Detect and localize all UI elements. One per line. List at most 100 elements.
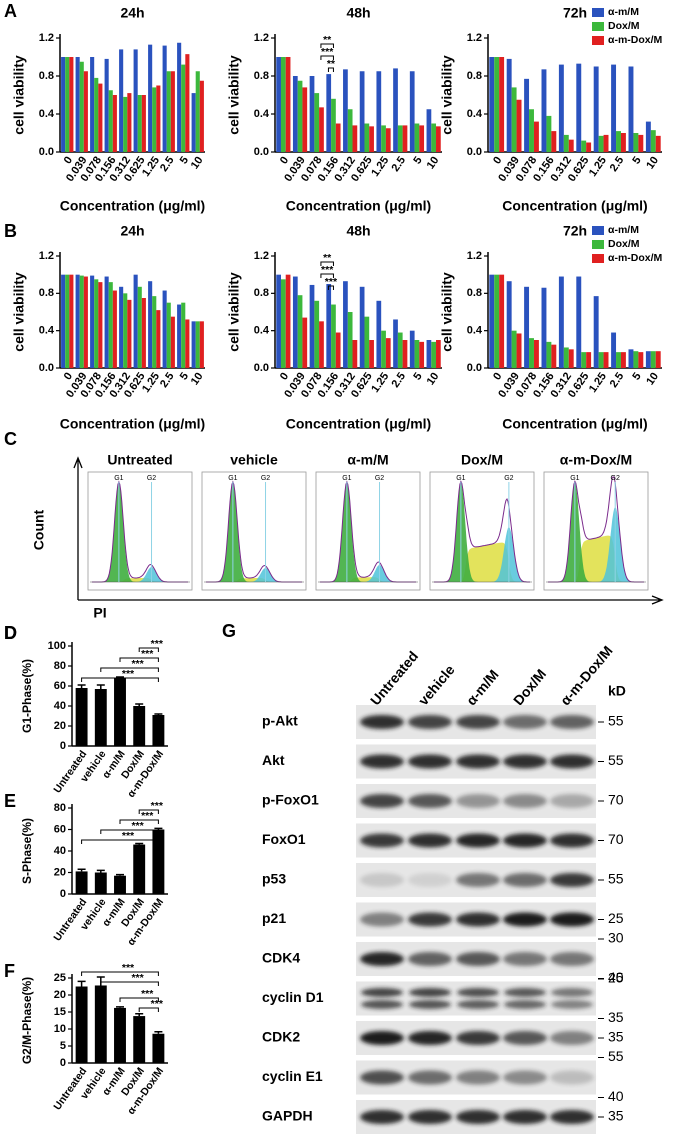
- band: [550, 1070, 594, 1085]
- band: [408, 873, 452, 887]
- band: [550, 1110, 594, 1124]
- y-tick-label: 0: [60, 740, 66, 752]
- bar: [137, 286, 142, 368]
- y-tick-label: 0.4: [39, 325, 55, 337]
- error-bar: [77, 980, 86, 987]
- bar: [568, 139, 574, 152]
- legend-swatch: [592, 254, 604, 263]
- bar: [302, 317, 308, 368]
- x-tick-label: 2.5: [608, 371, 627, 390]
- significance-bracket: [320, 273, 334, 278]
- y-axis-label: Count: [31, 509, 47, 550]
- bar: [191, 93, 196, 152]
- bar: [292, 76, 298, 152]
- x-tick-label: 1.25: [369, 155, 391, 179]
- band: [551, 1000, 593, 1009]
- bar: [603, 134, 609, 152]
- bar: [611, 332, 617, 368]
- x-arrow: [78, 595, 664, 605]
- bar: [563, 347, 569, 368]
- x-tick-label: 1.25: [587, 155, 609, 179]
- significance-label: **: [327, 58, 336, 70]
- unit-label: kD: [608, 683, 626, 699]
- bar: [75, 57, 80, 152]
- bar: [611, 64, 617, 152]
- bar: [402, 125, 408, 152]
- bar: [94, 689, 107, 746]
- significance-label: ***: [141, 988, 154, 1000]
- bar: [148, 44, 153, 152]
- bar: [655, 135, 661, 152]
- y-tick-label: 0: [60, 888, 66, 900]
- bar: [393, 319, 398, 368]
- band: [409, 1000, 451, 1009]
- flow-fit: [548, 476, 644, 583]
- bar: [638, 352, 644, 368]
- band: [456, 833, 500, 848]
- bar: [181, 64, 186, 152]
- bar: [177, 42, 182, 152]
- bar: [162, 290, 167, 368]
- marker-label: 55: [608, 871, 624, 887]
- bar: [285, 57, 291, 152]
- bar: [331, 304, 336, 368]
- bar: [393, 68, 398, 152]
- legend-label: α-m/M: [608, 6, 639, 18]
- bar: [127, 93, 132, 152]
- x-tick-label: 5: [411, 371, 424, 383]
- marker-label: 35: [608, 1009, 624, 1025]
- marker-label: 55: [608, 1048, 624, 1064]
- band: [550, 754, 594, 769]
- bar: [114, 678, 126, 746]
- band: [503, 1031, 547, 1045]
- bar: [83, 71, 88, 152]
- bar: [511, 330, 517, 368]
- bar: [620, 133, 626, 152]
- x-tick-label: 10: [189, 371, 206, 388]
- error-bar: [154, 713, 163, 715]
- band: [456, 912, 500, 927]
- y-tick-label: 100: [48, 640, 66, 652]
- bar: [436, 126, 441, 152]
- bar: [119, 49, 124, 152]
- flow-peak-label: G1: [456, 475, 465, 482]
- bar: [633, 351, 639, 368]
- y-tick-label: 40: [54, 700, 66, 712]
- bar: [369, 340, 374, 368]
- bar: [397, 125, 403, 152]
- bar: [419, 341, 425, 368]
- band: [408, 833, 452, 848]
- bar: [199, 80, 204, 152]
- y-tick-label: 0.0: [467, 362, 482, 374]
- bar: [359, 71, 365, 152]
- y-tick-label: 0.8: [467, 70, 482, 82]
- flow-peak: [548, 507, 644, 582]
- bar: [314, 93, 320, 152]
- x-tick-label: 0: [278, 155, 291, 167]
- bar: [628, 349, 634, 368]
- lane-header: α-m/M: [463, 666, 502, 708]
- flow-peak: [320, 577, 416, 582]
- bar: [419, 125, 425, 152]
- y-tick-label: 0.4: [254, 325, 270, 337]
- error-bar: [154, 827, 163, 830]
- error-bar: [154, 1030, 163, 1034]
- band: [503, 952, 547, 966]
- legend-swatch: [592, 36, 604, 45]
- y-axis-label: cell viability: [226, 55, 242, 135]
- significance-bracket: [320, 43, 334, 48]
- significance-bracket: [327, 285, 334, 290]
- significance-bracket: [119, 819, 159, 824]
- y-axis-label: cell viability: [439, 55, 455, 135]
- legend-label: α-m/M: [608, 224, 639, 236]
- marker-label: 40: [608, 969, 624, 985]
- significance-label: ***: [151, 800, 164, 812]
- flow-box: [87, 471, 193, 591]
- bar: [586, 142, 592, 152]
- band: [550, 952, 594, 966]
- bar: [551, 131, 557, 152]
- y-axis-label: cell viability: [439, 272, 455, 352]
- error-bar: [96, 684, 105, 689]
- band: [503, 1110, 547, 1124]
